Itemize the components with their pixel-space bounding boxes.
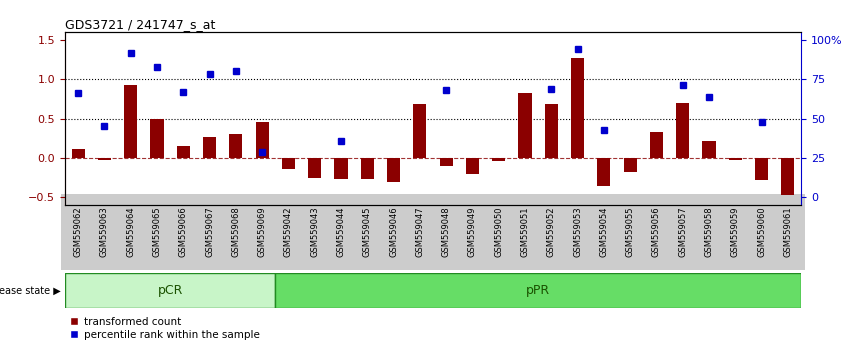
Bar bbox=[413, 104, 426, 158]
Bar bbox=[492, 158, 505, 161]
Bar bbox=[308, 158, 321, 178]
Legend: transformed count, percentile rank within the sample: transformed count, percentile rank withi… bbox=[70, 317, 260, 340]
Text: pPR: pPR bbox=[526, 284, 550, 297]
Bar bbox=[676, 103, 689, 158]
Bar bbox=[203, 137, 216, 158]
Bar bbox=[702, 141, 715, 158]
Bar bbox=[177, 146, 190, 158]
Bar bbox=[598, 158, 611, 185]
Text: GDS3721 / 241747_s_at: GDS3721 / 241747_s_at bbox=[65, 18, 216, 31]
Bar bbox=[466, 158, 479, 174]
Bar bbox=[229, 135, 242, 158]
Bar bbox=[255, 122, 268, 158]
Bar bbox=[151, 119, 164, 158]
Bar bbox=[387, 158, 400, 182]
Bar bbox=[281, 158, 295, 169]
Bar bbox=[624, 158, 637, 172]
Bar bbox=[755, 158, 768, 180]
Bar bbox=[98, 158, 111, 160]
Bar bbox=[65, 273, 275, 308]
Bar bbox=[275, 273, 801, 308]
Bar bbox=[361, 158, 374, 179]
Bar bbox=[124, 85, 137, 158]
Bar bbox=[334, 158, 347, 179]
Bar bbox=[650, 132, 663, 158]
Text: pCR: pCR bbox=[158, 284, 183, 297]
Bar bbox=[781, 158, 794, 195]
Bar bbox=[729, 158, 742, 160]
Bar bbox=[571, 58, 585, 158]
Bar bbox=[519, 93, 532, 158]
Bar bbox=[545, 104, 558, 158]
Bar bbox=[72, 149, 85, 158]
Text: disease state ▶: disease state ▶ bbox=[0, 285, 61, 295]
Bar bbox=[440, 158, 453, 166]
